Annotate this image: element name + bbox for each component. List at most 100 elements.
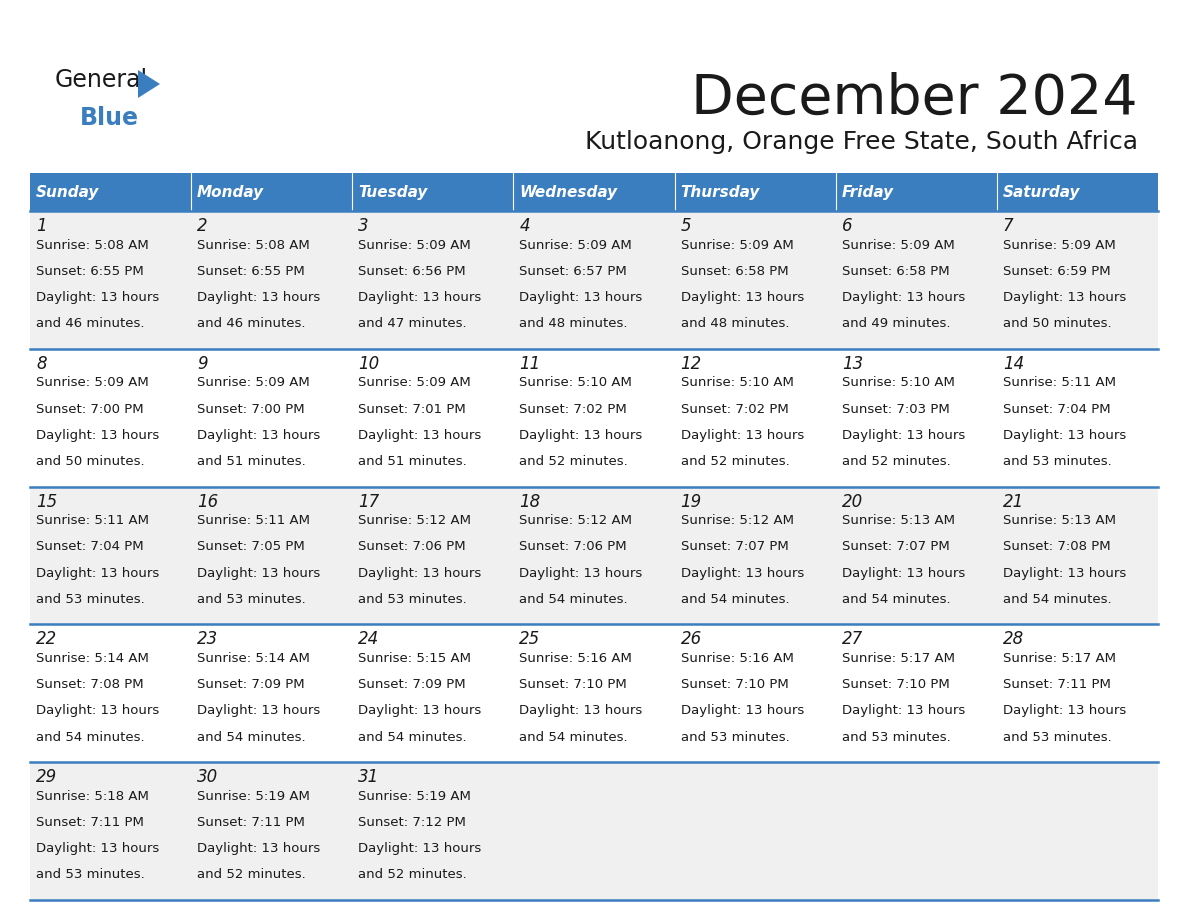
Text: 15: 15 — [36, 493, 57, 510]
Text: Sunrise: 5:09 AM: Sunrise: 5:09 AM — [197, 376, 310, 389]
Text: Daylight: 13 hours: Daylight: 13 hours — [36, 566, 159, 579]
Text: Sunrise: 5:12 AM: Sunrise: 5:12 AM — [359, 514, 472, 527]
Bar — [997, 762, 1158, 900]
Text: Sunset: 6:58 PM: Sunset: 6:58 PM — [842, 264, 949, 278]
Bar — [30, 487, 191, 624]
Text: and 50 minutes.: and 50 minutes. — [36, 455, 145, 468]
Text: Sunset: 7:01 PM: Sunset: 7:01 PM — [359, 403, 466, 416]
Text: and 52 minutes.: and 52 minutes. — [359, 868, 467, 881]
Text: 4: 4 — [519, 217, 530, 235]
Bar — [513, 762, 675, 900]
Bar — [191, 487, 353, 624]
Text: Daylight: 13 hours: Daylight: 13 hours — [359, 429, 481, 442]
Text: Sunset: 6:59 PM: Sunset: 6:59 PM — [1003, 264, 1111, 278]
Bar — [675, 173, 835, 211]
Text: Saturday: Saturday — [1003, 185, 1080, 199]
Text: Kutloanong, Orange Free State, South Africa: Kutloanong, Orange Free State, South Afr… — [584, 130, 1138, 154]
Text: Sunrise: 5:09 AM: Sunrise: 5:09 AM — [842, 239, 954, 252]
Text: Sunset: 7:09 PM: Sunset: 7:09 PM — [197, 678, 305, 691]
Bar — [835, 211, 997, 349]
Bar — [353, 173, 513, 211]
Bar — [513, 173, 675, 211]
Text: and 49 minutes.: and 49 minutes. — [842, 317, 950, 330]
Text: Daylight: 13 hours: Daylight: 13 hours — [1003, 291, 1126, 304]
Text: and 52 minutes.: and 52 minutes. — [519, 455, 628, 468]
Text: December 2024: December 2024 — [691, 72, 1138, 126]
Text: Blue: Blue — [80, 106, 139, 130]
Bar — [513, 349, 675, 487]
Text: Friday: Friday — [842, 185, 893, 199]
Text: Sunset: 7:08 PM: Sunset: 7:08 PM — [36, 678, 144, 691]
Text: 10: 10 — [359, 354, 379, 373]
Bar — [353, 211, 513, 349]
Text: Sunrise: 5:18 AM: Sunrise: 5:18 AM — [36, 789, 148, 803]
Text: Sunset: 7:04 PM: Sunset: 7:04 PM — [36, 541, 144, 554]
Text: 16: 16 — [197, 493, 219, 510]
Text: 8: 8 — [36, 354, 46, 373]
Text: Daylight: 13 hours: Daylight: 13 hours — [681, 704, 804, 717]
Text: and 53 minutes.: and 53 minutes. — [1003, 455, 1112, 468]
Text: Sunrise: 5:10 AM: Sunrise: 5:10 AM — [842, 376, 955, 389]
Text: Sunset: 7:11 PM: Sunset: 7:11 PM — [36, 816, 144, 829]
Text: and 53 minutes.: and 53 minutes. — [197, 593, 305, 606]
Text: General: General — [55, 68, 148, 92]
Text: and 46 minutes.: and 46 minutes. — [197, 317, 305, 330]
Text: Daylight: 13 hours: Daylight: 13 hours — [519, 704, 643, 717]
Text: Daylight: 13 hours: Daylight: 13 hours — [36, 842, 159, 856]
Text: Sunrise: 5:09 AM: Sunrise: 5:09 AM — [519, 239, 632, 252]
Bar — [191, 624, 353, 762]
Bar — [513, 211, 675, 349]
Text: 27: 27 — [842, 631, 862, 648]
Text: Sunset: 6:56 PM: Sunset: 6:56 PM — [359, 264, 466, 278]
Text: Sunrise: 5:09 AM: Sunrise: 5:09 AM — [359, 376, 470, 389]
Text: Daylight: 13 hours: Daylight: 13 hours — [36, 704, 159, 717]
Bar — [30, 349, 191, 487]
Bar — [675, 624, 835, 762]
Text: 28: 28 — [1003, 631, 1024, 648]
Bar — [191, 211, 353, 349]
Text: Sunset: 7:11 PM: Sunset: 7:11 PM — [1003, 678, 1111, 691]
Text: Sunset: 7:12 PM: Sunset: 7:12 PM — [359, 816, 466, 829]
Text: Daylight: 13 hours: Daylight: 13 hours — [197, 566, 321, 579]
Text: 24: 24 — [359, 631, 379, 648]
Bar — [835, 624, 997, 762]
Text: and 54 minutes.: and 54 minutes. — [197, 731, 305, 744]
Text: and 53 minutes.: and 53 minutes. — [1003, 731, 1112, 744]
Text: Sunset: 6:57 PM: Sunset: 6:57 PM — [519, 264, 627, 278]
Text: 23: 23 — [197, 631, 219, 648]
Text: Daylight: 13 hours: Daylight: 13 hours — [1003, 429, 1126, 442]
Text: Sunrise: 5:16 AM: Sunrise: 5:16 AM — [681, 652, 794, 665]
Text: Sunrise: 5:08 AM: Sunrise: 5:08 AM — [36, 239, 148, 252]
Text: Daylight: 13 hours: Daylight: 13 hours — [359, 704, 481, 717]
Bar — [513, 624, 675, 762]
Text: Sunrise: 5:13 AM: Sunrise: 5:13 AM — [842, 514, 955, 527]
Text: and 53 minutes.: and 53 minutes. — [681, 731, 789, 744]
Text: Daylight: 13 hours: Daylight: 13 hours — [681, 429, 804, 442]
Text: and 52 minutes.: and 52 minutes. — [197, 868, 305, 881]
Text: Sunset: 7:00 PM: Sunset: 7:00 PM — [197, 403, 305, 416]
Bar — [191, 173, 353, 211]
Bar — [835, 762, 997, 900]
Text: Sunrise: 5:09 AM: Sunrise: 5:09 AM — [1003, 239, 1116, 252]
Text: 1: 1 — [36, 217, 46, 235]
Text: 31: 31 — [359, 768, 379, 786]
Text: Sunrise: 5:19 AM: Sunrise: 5:19 AM — [197, 789, 310, 803]
Text: Sunrise: 5:19 AM: Sunrise: 5:19 AM — [359, 789, 472, 803]
Text: Daylight: 13 hours: Daylight: 13 hours — [519, 429, 643, 442]
Bar — [30, 624, 191, 762]
Text: Sunset: 7:02 PM: Sunset: 7:02 PM — [681, 403, 789, 416]
Text: Daylight: 13 hours: Daylight: 13 hours — [842, 429, 965, 442]
Text: and 51 minutes.: and 51 minutes. — [359, 455, 467, 468]
Text: and 54 minutes.: and 54 minutes. — [842, 593, 950, 606]
Text: 13: 13 — [842, 354, 862, 373]
Bar — [997, 173, 1158, 211]
Text: 18: 18 — [519, 493, 541, 510]
Text: and 53 minutes.: and 53 minutes. — [36, 593, 145, 606]
Text: 12: 12 — [681, 354, 702, 373]
Text: Daylight: 13 hours: Daylight: 13 hours — [842, 566, 965, 579]
Text: Daylight: 13 hours: Daylight: 13 hours — [197, 842, 321, 856]
Text: 9: 9 — [197, 354, 208, 373]
Text: Sunrise: 5:15 AM: Sunrise: 5:15 AM — [359, 652, 472, 665]
Text: Daylight: 13 hours: Daylight: 13 hours — [359, 291, 481, 304]
Bar — [675, 762, 835, 900]
